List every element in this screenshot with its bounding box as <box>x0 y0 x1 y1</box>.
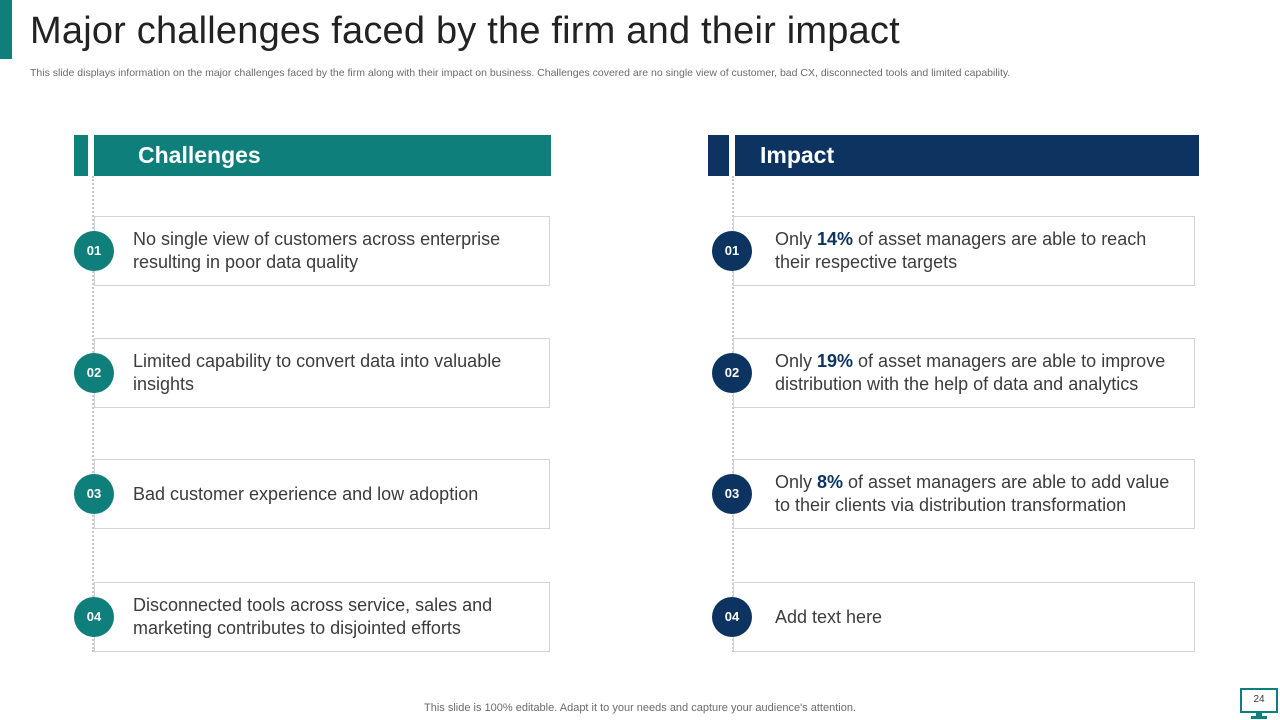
impact-number-badge: 04 <box>712 597 752 637</box>
impact-text: Only 14% of asset managers are able to r… <box>734 228 1194 274</box>
page-number-badge: 24 <box>1240 688 1278 719</box>
page-number: 24 <box>1253 694 1265 705</box>
impact-header-label: Impact <box>760 142 835 168</box>
impact-highlight: 8% <box>817 472 844 492</box>
challenge-text: Bad customer experience and low adoption <box>133 483 479 504</box>
impact-highlight: 14% <box>817 229 854 249</box>
title-accent-bar <box>0 0 12 59</box>
challenge-number-badge: 03 <box>74 474 114 514</box>
impact-text: Only 19% of asset managers are able to i… <box>734 350 1194 396</box>
challenge-number-badge: 01 <box>74 231 114 271</box>
impact-text: Add text here <box>775 606 883 627</box>
impact-timeline-line <box>732 176 734 652</box>
challenges-timeline-line <box>92 176 94 652</box>
impact-text-pre: Only <box>775 472 818 492</box>
monitor-icon <box>1240 688 1278 719</box>
impact-text: Only 8% of asset managers are able to ad… <box>734 471 1194 517</box>
slide-subtitle: This slide displays information on the m… <box>30 67 1011 79</box>
header-stripe <box>729 135 735 176</box>
challenge-card-3: Bad customer experience and low adoption <box>94 459 550 529</box>
impact-text-pre: Only <box>775 351 818 371</box>
challenge-text: Limited capability to convert data into … <box>133 351 502 394</box>
impact-card-2: Only 19% of asset managers are able to i… <box>733 338 1195 408</box>
impact-highlight: 19% <box>817 351 854 371</box>
challenge-card-2: Limited capability to convert data into … <box>94 338 550 408</box>
challenge-text: No single view of customers across enter… <box>133 229 501 272</box>
impact-number-badge: 03 <box>712 474 752 514</box>
slide-footer: This slide is 100% editable. Adapt it to… <box>424 702 856 714</box>
impact-text-post: of asset managers are able to improve di… <box>775 351 1166 394</box>
impact-number-badge: 01 <box>712 231 752 271</box>
impact-card-1: Only 14% of asset managers are able to r… <box>733 216 1195 286</box>
impact-text-pre: Only <box>775 229 818 249</box>
challenge-number-badge: 02 <box>74 353 114 393</box>
challenge-number-badge: 04 <box>74 597 114 637</box>
challenges-header-label: Challenges <box>138 142 261 168</box>
header-stripe <box>88 135 94 176</box>
impact-number-badge: 02 <box>712 353 752 393</box>
challenge-text: Disconnected tools across service, sales… <box>133 595 493 638</box>
challenge-card-1: No single view of customers across enter… <box>94 216 550 286</box>
slide-title: Major challenges faced by the firm and t… <box>30 10 900 52</box>
impact-card-4: Add text here <box>733 582 1195 652</box>
impact-text-post: of asset managers are able to reach thei… <box>775 229 1147 272</box>
challenge-card-4: Disconnected tools across service, sales… <box>94 582 550 652</box>
challenges-header: Challenges <box>74 135 551 176</box>
impact-header: Impact <box>708 135 1199 176</box>
impact-text-post: of asset managers are able to add value … <box>775 472 1170 515</box>
impact-card-3: Only 8% of asset managers are able to ad… <box>733 459 1195 529</box>
